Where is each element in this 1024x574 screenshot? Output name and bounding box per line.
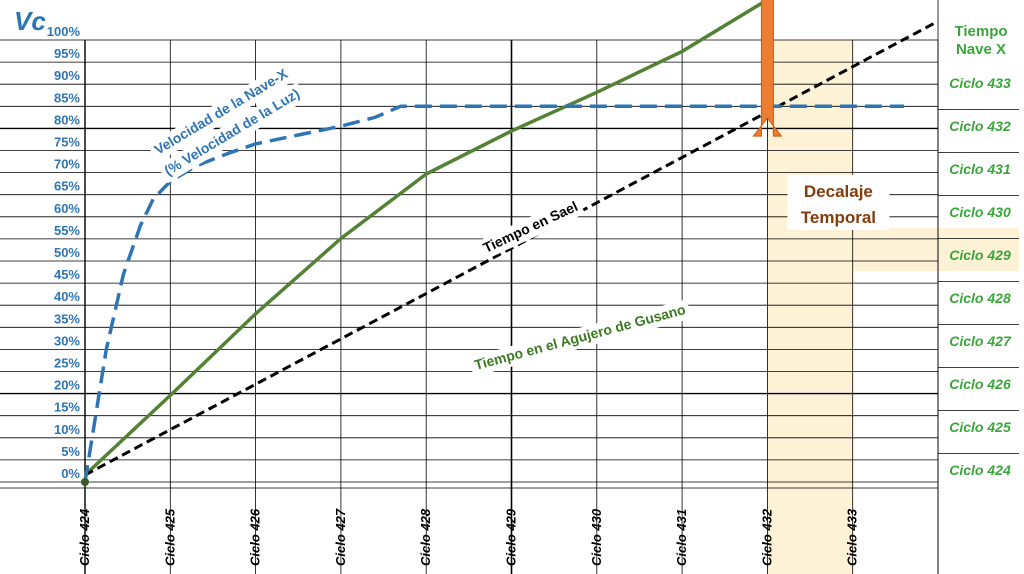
time-offset-label-background (787, 175, 890, 230)
highlight-band (852, 228, 1019, 271)
y-tick-label: 30% (54, 333, 80, 348)
right-tick-label: Ciclo 424 (949, 462, 1011, 478)
y-tick-label: 85% (54, 90, 80, 105)
y-tick-label: 40% (54, 289, 80, 304)
y-tick-label: 15% (54, 400, 80, 415)
sael-time-label: Tiempo en Sael (481, 198, 581, 256)
y-tick-label: 50% (54, 245, 80, 260)
right-tick-label: Ciclo 429 (949, 247, 1011, 263)
y-tick-label: 35% (54, 311, 80, 326)
time-offset-label-line2: Temporal (801, 208, 876, 227)
series-line-wormhole-time (83, 0, 771, 477)
y-tick-label: 65% (54, 179, 80, 194)
right-tick-label: Ciclo 426 (949, 376, 1011, 392)
y-tick-label: 95% (54, 46, 80, 61)
right-tick-label: Ciclo 430 (949, 204, 1011, 220)
y-tick-label: 5% (61, 444, 80, 459)
y-tick-label: 25% (54, 356, 80, 371)
x-tick-label: Ciclo 424 (77, 508, 92, 566)
y-axis-title: Vc (14, 6, 46, 36)
y-tick-label: 75% (54, 135, 80, 150)
x-tick-label: Ciclo 425 (162, 508, 177, 566)
y-tick-label: 45% (54, 267, 80, 282)
series-line-velocity (83, 104, 904, 483)
y-tick-label: 10% (54, 422, 80, 437)
right-tick-label: Ciclo 425 (949, 419, 1011, 435)
right-tick-label: Ciclo 432 (949, 118, 1011, 134)
right-tick-label: Ciclo 433 (949, 75, 1011, 91)
x-tick-label: Ciclo 433 (845, 508, 860, 566)
y-tick-label: 100% (47, 24, 81, 39)
velocity-label-line1-background (147, 62, 296, 163)
wormhole-time-label: Tiempo en el Agujero de Gusano (473, 301, 688, 373)
velocity-label-line2-background (157, 82, 308, 184)
y-tick-label: 80% (54, 112, 80, 127)
y-tick-label: 70% (54, 157, 80, 172)
highlight-column (767, 40, 853, 574)
x-tick-label: Ciclo 428 (418, 508, 433, 566)
y-tick-label: 0% (61, 466, 80, 481)
x-tick-label: Ciclo 431 (674, 509, 689, 566)
right-axis-title-line2: Nave X (956, 41, 1006, 58)
right-tick-label: Ciclo 428 (949, 290, 1011, 306)
x-tick-label: Ciclo 432 (759, 508, 774, 566)
x-tick-label: Ciclo 427 (333, 508, 348, 566)
y-tick-label: 60% (54, 201, 80, 216)
y-tick-label: 90% (54, 68, 80, 83)
series-line-sael-time (84, 19, 939, 477)
wormhole-time-label-background (468, 299, 692, 377)
right-tick-label: Ciclo 427 (949, 333, 1012, 349)
y-tick-label: 20% (54, 378, 80, 393)
x-tick-label: Ciclo 430 (589, 508, 604, 566)
time-offset-arrow (752, 0, 783, 137)
right-tick-label: Ciclo 431 (949, 161, 1011, 177)
sael-time-label-background (476, 195, 586, 261)
x-tick-label: Ciclo 429 (504, 508, 519, 566)
y-tick-label: 55% (54, 223, 80, 238)
time-offset-label-line1: Decalaje (804, 182, 873, 201)
origin-point (81, 478, 89, 486)
right-axis-title-line1: Tiempo (954, 23, 1007, 40)
x-tick-label: Ciclo 426 (248, 508, 263, 566)
